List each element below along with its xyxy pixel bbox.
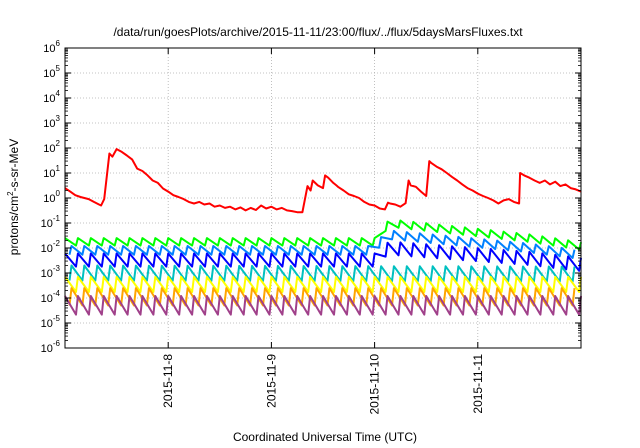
chart-title: /data/run/goesPlots/archive/2015-11-11/2… [113, 25, 523, 39]
y-axis-label: protons/cm2-s-sr-MeV [6, 139, 21, 255]
series-line [68, 229, 576, 259]
x-tick-label: 2015-11-9 [264, 354, 278, 408]
series-line [64, 275, 582, 293]
series-line [64, 148, 582, 214]
y-tick-label: 102 [43, 139, 60, 155]
y-tick-label: 103 [43, 114, 60, 130]
y-tick-label: 106 [43, 39, 60, 55]
x-tick-label: 2015-11-11 [471, 354, 485, 414]
x-axis-label: Coordinated Universal Time (UTC) [233, 430, 417, 444]
y-tick-label: 104 [43, 89, 60, 105]
y-tick-label: 101 [43, 164, 60, 180]
y-axis-label-part: -s-sr-MeV [7, 139, 21, 192]
ticks-group: 10-6 10-5 10-4 10-3 10-2 10-1 100 101 102 103 104 1… [41, 39, 581, 415]
y-tick-label: 10-2 [41, 239, 61, 255]
x-tick-label: 2015-11-8 [161, 354, 175, 408]
series-group [64, 148, 582, 316]
y-tick-label: 10-4 [41, 289, 61, 305]
y-tick-label: 10-6 [41, 339, 61, 355]
y-tick-label: 100 [43, 189, 60, 205]
series-line [64, 295, 582, 316]
series-line [64, 241, 582, 272]
y-tick-label: 10-3 [41, 264, 61, 280]
y-tick-label: 10-1 [41, 214, 61, 230]
series-line [64, 219, 582, 251]
y-axis-label-superscript: 2 [6, 191, 15, 196]
y-tick-label: 10-5 [41, 314, 61, 330]
x-tick-label: 2015-11-10 [368, 354, 382, 415]
y-axis-label-part: protons/cm [7, 196, 21, 255]
y-tick-label: 105 [43, 64, 60, 80]
